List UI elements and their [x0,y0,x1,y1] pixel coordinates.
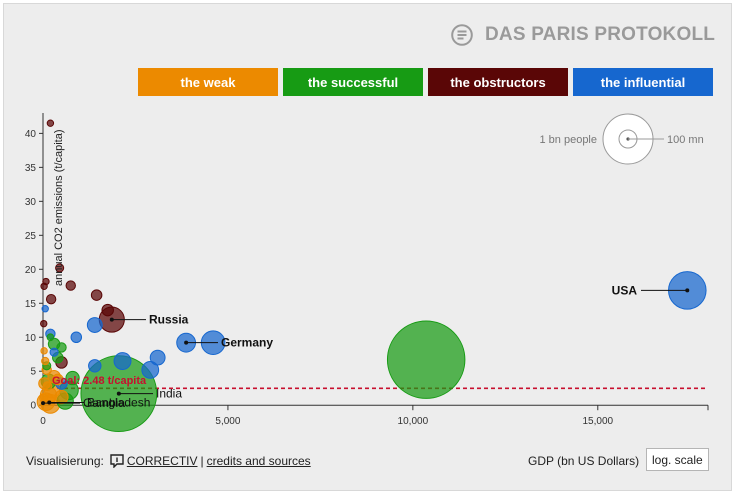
data-point [40,347,48,355]
data-point [55,263,65,273]
data-point [46,333,55,342]
x-axis-label: GDP (bn US Dollars) [528,454,640,468]
annotation-dot [116,391,121,396]
category-button-successful[interactable]: the successful [283,68,423,96]
y-tick-label: 40 [25,129,37,140]
data-point [65,370,80,386]
data-point [141,360,160,379]
page-title: DAS PARIS PROTOKOLL [485,24,716,45]
data-point [54,389,69,405]
annotation-dot [47,400,52,405]
y-tick-label: 0 [30,401,36,412]
correctiv-link[interactable]: CORRECTIV [126,454,198,468]
data-point [113,352,132,370]
data-point [386,320,466,399]
size-legend-large-label: 1 bn people [540,134,598,146]
data-point [56,342,67,353]
data-point [65,280,76,291]
y-tick-label: 30 [25,197,37,208]
annotation-dot [685,288,690,293]
annotation-label: USA [612,283,638,297]
annotation-dot [109,317,114,322]
y-tick-label: 25 [25,231,37,242]
category-button-obstructors[interactable]: the obstructors [428,68,568,96]
credit-separator: | [200,454,204,468]
y-tick-label: 20 [25,265,37,276]
data-point [88,359,102,373]
annotation-label: Gambia [83,396,125,410]
data-point [40,282,48,290]
data-point [70,331,83,343]
data-point [41,305,49,313]
annotation-dot [41,401,46,406]
annotation-label: Bangladesh [87,395,150,409]
data-point [42,381,53,392]
x-tick-label: 15,000 [582,416,613,427]
y-tick-label: 10 [25,333,37,344]
credits-sources-link[interactable]: credits and sources [206,454,311,468]
log-scale-button[interactable]: log. scale [646,448,709,471]
x-tick-label: 10,000 [398,416,429,427]
data-point [41,356,50,366]
annotation-label: India [156,387,182,401]
y-tick-label: 15 [25,299,37,310]
size-legend-small-label: 100 mn [667,134,704,146]
data-point [45,293,57,305]
credits: Visualisierung: CORRECTIV | credits and … [26,454,311,468]
data-point [149,349,166,366]
data-point [90,289,103,301]
data-point [52,373,64,386]
data-point [49,347,59,357]
annotation-dot [184,340,189,345]
category-button-influential[interactable]: the influential [573,68,713,96]
page-header: DAS PARIS PROTOKOLL [451,21,715,49]
y-tick-label: 5 [30,367,36,378]
goal-label: Goal: 2.48 t/capita [52,375,147,387]
data-point [86,317,103,333]
correctiv-logo-icon [110,454,124,468]
credit-prefix: Visualisierung: [26,454,104,468]
data-point [46,119,55,127]
x-tick-label: 0 [40,416,46,427]
data-point [39,393,49,403]
y-tick-label: 35 [25,163,37,174]
annotation-label: Germany [221,336,273,350]
y-axis-label: annual CO2 emissions (t/capita) [53,129,65,286]
list-icon[interactable] [451,24,473,46]
data-point [40,319,48,328]
x-tick-label: 5,000 [215,416,240,427]
category-button-weak[interactable]: the weak [138,68,278,96]
annotation-label: Russia [149,313,189,327]
data-point [101,303,114,317]
